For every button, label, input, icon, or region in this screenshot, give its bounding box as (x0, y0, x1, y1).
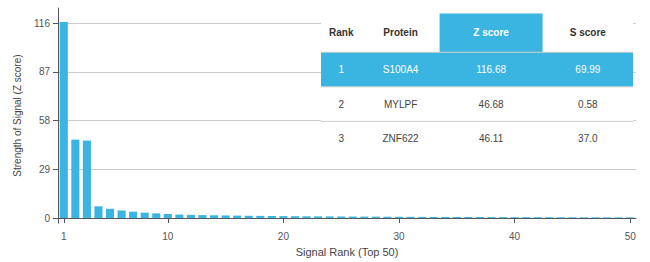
svg-text:37.0: 37.0 (578, 133, 598, 144)
svg-text:58: 58 (39, 115, 51, 126)
svg-text:116.68: 116.68 (476, 64, 506, 75)
svg-text:2: 2 (338, 99, 344, 110)
svg-text:MYLPF: MYLPF (384, 99, 417, 110)
svg-text:40: 40 (509, 231, 521, 242)
svg-text:20: 20 (278, 231, 290, 242)
svg-text:50: 50 (625, 231, 637, 242)
svg-text:ZNF622: ZNF622 (383, 133, 420, 144)
svg-text:S score: S score (570, 27, 607, 38)
svg-text:46.11: 46.11 (479, 133, 504, 144)
svg-text:29: 29 (39, 164, 51, 175)
svg-text:30: 30 (393, 231, 405, 242)
svg-text:Z score: Z score (473, 27, 509, 38)
svg-text:0: 0 (44, 213, 50, 224)
svg-text:S100A4: S100A4 (383, 64, 419, 75)
svg-text:3: 3 (338, 133, 344, 144)
svg-text:46.68: 46.68 (479, 99, 504, 110)
svg-text:87: 87 (39, 66, 51, 77)
svg-text:Rank: Rank (329, 27, 354, 38)
svg-text:69.99: 69.99 (575, 64, 600, 75)
svg-text:Protein: Protein (383, 27, 417, 38)
svg-text:1: 1 (338, 64, 344, 75)
svg-text:Strength of Signal (Z score): Strength of Signal (Z score) (12, 54, 23, 176)
svg-text:Signal Rank (Top 50): Signal Rank (Top 50) (296, 246, 399, 258)
svg-text:1: 1 (61, 231, 67, 242)
svg-text:116: 116 (34, 18, 50, 29)
svg-text:10: 10 (162, 231, 174, 242)
svg-text:0.58: 0.58 (578, 99, 598, 110)
